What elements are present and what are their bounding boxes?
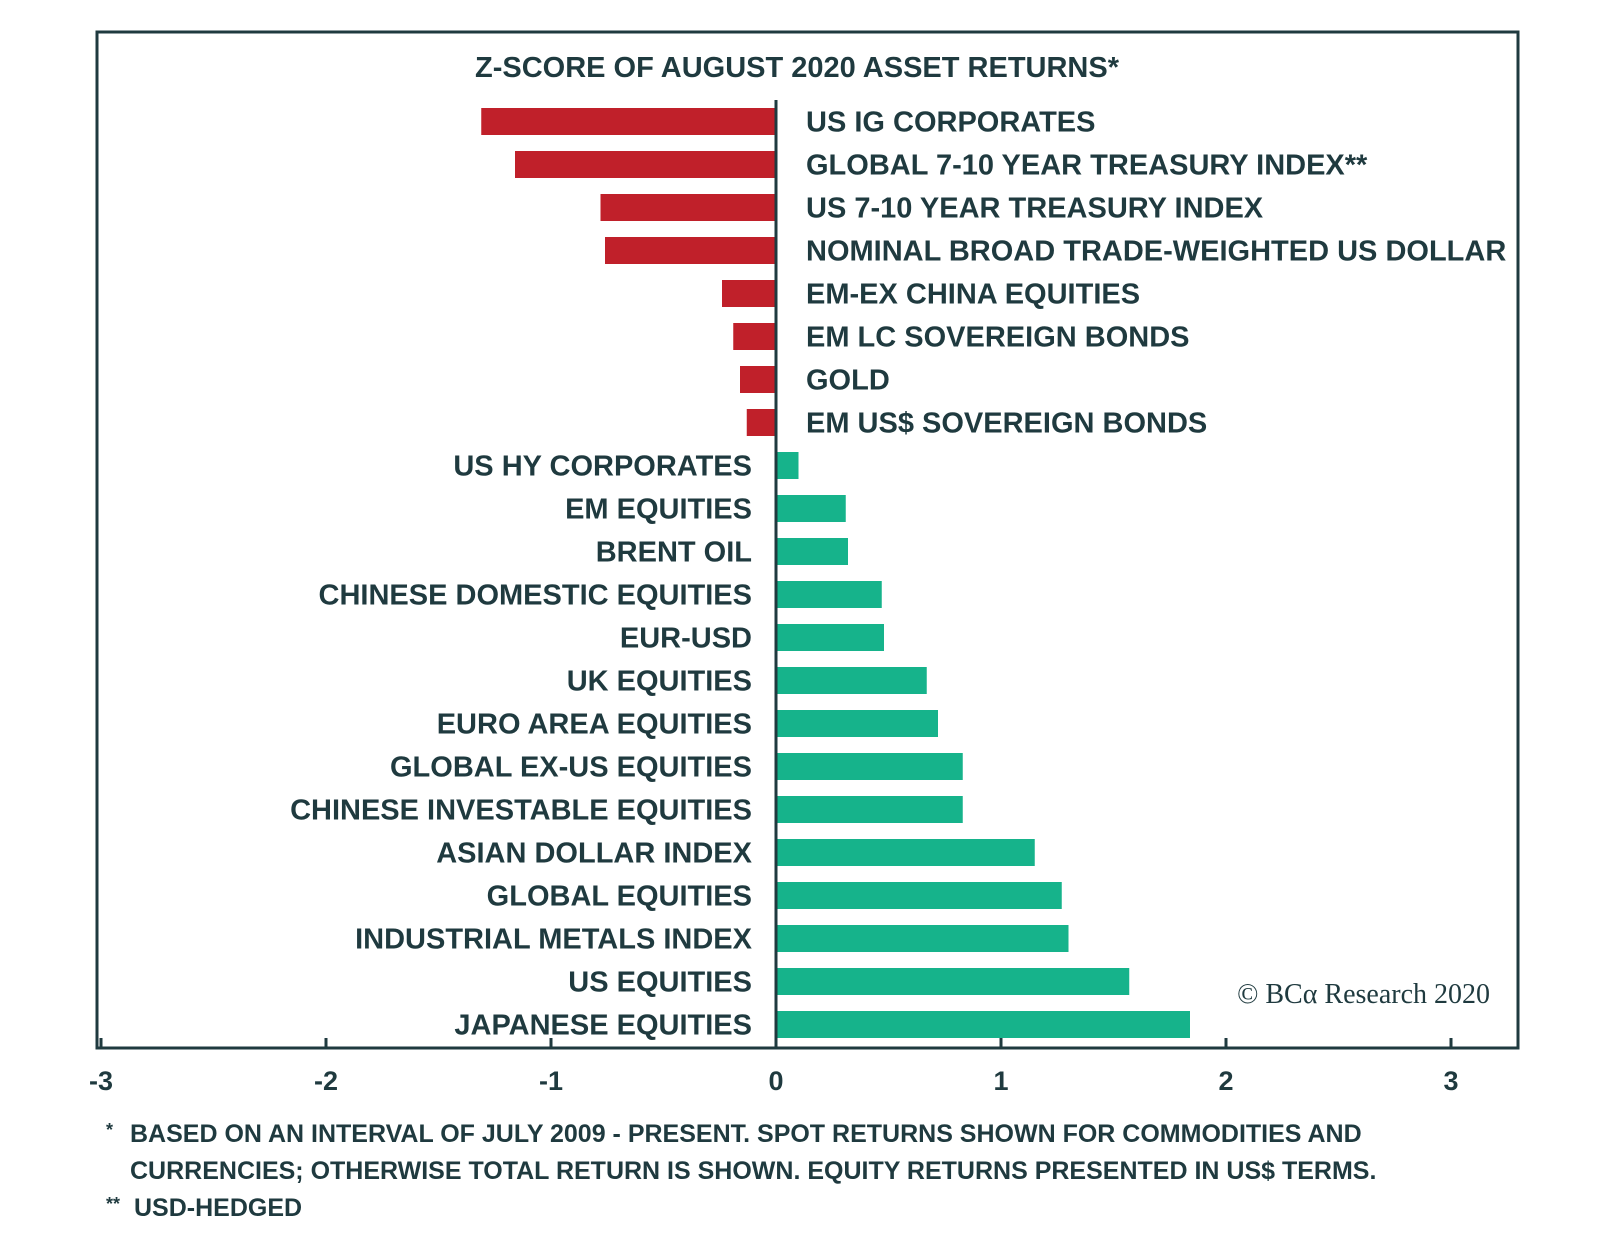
bar-7 [746, 409, 776, 436]
x-tick-label-6: 3 [1443, 1066, 1458, 1096]
x-ticks-group: -3 -2 -1 0 1 2 3 [89, 1038, 1459, 1096]
bars-group [481, 108, 1190, 1038]
category-label-8: US HY CORPORATES [453, 451, 752, 483]
bar-2 [600, 194, 776, 221]
bar-4 [722, 280, 776, 307]
category-label-9: EM EQUITIES [565, 494, 752, 526]
bar-17 [776, 839, 1035, 866]
category-label-5: EM LC SOVEREIGN BONDS [806, 322, 1190, 354]
footnote-2-mark: ** [106, 1194, 121, 1214]
x-tick-label-1: -2 [314, 1066, 338, 1096]
category-label-0: US IG CORPORATES [806, 107, 1096, 139]
bar-20 [776, 968, 1130, 995]
category-label-3: NOMINAL BROAD TRADE-WEIGHTED US DOLLAR [806, 236, 1506, 268]
category-label-1: GLOBAL 7-10 YEAR TREASURY INDEX** [806, 150, 1368, 182]
chart-title: Z-SCORE OF AUGUST 2020 ASSET RETURNS* [475, 52, 1120, 84]
category-label-17: ASIAN DOLLAR INDEX [436, 838, 752, 870]
category-label-16: CHINESE INVESTABLE EQUITIES [290, 795, 752, 827]
x-tick-label-4: 1 [993, 1066, 1008, 1096]
plot-frame [95, 30, 1520, 1050]
bar-15 [776, 753, 963, 780]
footnote-2-line-1: USD-HEDGED [134, 1194, 303, 1222]
credit-text: © BCα Research 2020 [1237, 979, 1490, 1010]
category-label-10: BRENT OIL [596, 537, 752, 569]
bar-14 [776, 710, 938, 737]
bar-5 [733, 323, 776, 350]
footnote-1-line-2: CURRENCIES; OTHERWISE TOTAL RETURN IS SH… [130, 1157, 1377, 1185]
category-label-19: INDUSTRIAL METALS INDEX [355, 924, 753, 956]
category-label-2: US 7-10 YEAR TREASURY INDEX [806, 193, 1264, 225]
category-label-20: US EQUITIES [568, 967, 752, 999]
category-label-15: GLOBAL EX-US EQUITIES [390, 752, 752, 784]
x-tick-label-3: 0 [768, 1066, 783, 1096]
category-label-12: EUR-USD [620, 623, 752, 655]
category-label-14: EURO AREA EQUITIES [437, 709, 752, 741]
bar-1 [515, 151, 776, 178]
bar-0 [481, 108, 776, 135]
category-label-6: GOLD [806, 365, 890, 397]
bar-18 [776, 882, 1062, 909]
bar-6 [740, 366, 776, 393]
x-tick-label-2: -1 [539, 1066, 563, 1096]
category-label-11: CHINESE DOMESTIC EQUITIES [319, 580, 752, 612]
footnote-1-line-1: BASED ON AN INTERVAL OF JULY 2009 - PRES… [130, 1120, 1362, 1148]
x-tick-label-5: 2 [1218, 1066, 1233, 1096]
category-labels-group: US IG CORPORATES GLOBAL 7-10 YEAR TREASUR… [290, 107, 1506, 1042]
footnote-1-line-2-wrap: CURRENCIES; OTHERWISE TOTAL RETURN IS SH… [130, 1157, 1376, 1186]
bar-21 [776, 1011, 1190, 1038]
bar-13 [776, 667, 927, 694]
footnote-1-mark: * [106, 1120, 114, 1140]
bar-16 [776, 796, 963, 823]
bar-9 [776, 495, 846, 522]
category-label-21: JAPANESE EQUITIES [454, 1010, 752, 1042]
category-label-7: EM US$ SOVEREIGN BONDS [806, 408, 1207, 440]
footnote-2: ** USD-HEDGED [106, 1194, 302, 1226]
bar-12 [776, 624, 884, 651]
bar-8 [776, 452, 799, 479]
bar-11 [776, 581, 882, 608]
bar-19 [776, 925, 1069, 952]
category-label-4: EM-EX CHINA EQUITIES [806, 279, 1140, 311]
bar-10 [776, 538, 848, 565]
category-label-18: GLOBAL EQUITIES [487, 881, 752, 913]
footnote-1: * BASED ON AN INTERVAL OF JULY 2009 - PR… [106, 1120, 1362, 1152]
category-label-13: UK EQUITIES [567, 666, 752, 698]
bar-3 [605, 237, 776, 264]
x-tick-label-0: -3 [89, 1066, 113, 1096]
